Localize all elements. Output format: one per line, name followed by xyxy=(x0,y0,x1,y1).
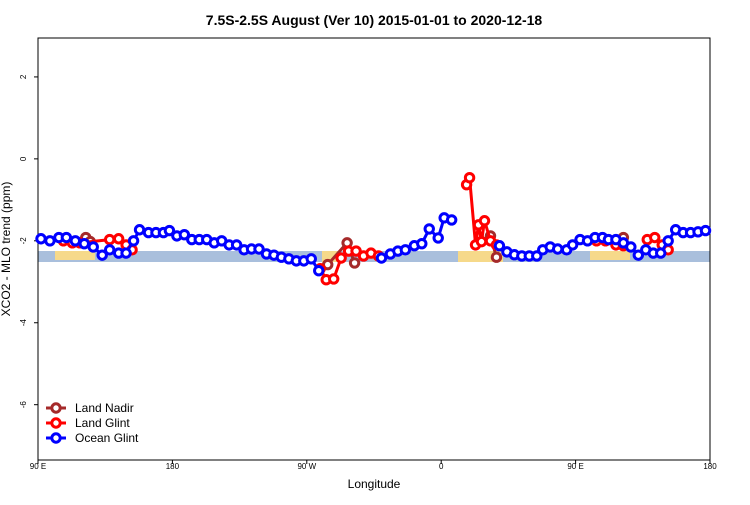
legend-label: Land Nadir xyxy=(75,401,134,415)
point xyxy=(625,241,637,253)
legend-label: Ocean Glint xyxy=(75,431,139,445)
legend-label: Land Glint xyxy=(75,416,130,430)
x-axis-label: Longitude xyxy=(348,477,401,491)
point xyxy=(478,215,491,227)
point xyxy=(551,243,564,255)
point xyxy=(103,233,116,246)
x-tick-label: 90 W xyxy=(297,462,316,471)
point xyxy=(399,244,412,256)
point xyxy=(44,235,56,247)
x-tick-label: 180 xyxy=(166,462,180,471)
point xyxy=(655,247,667,259)
point xyxy=(305,253,317,265)
point xyxy=(350,245,362,257)
point xyxy=(423,223,435,235)
point xyxy=(313,265,325,277)
x-tick-label: 0 xyxy=(439,462,444,471)
point xyxy=(103,244,116,256)
point xyxy=(120,247,132,259)
point xyxy=(432,232,444,244)
land-area xyxy=(322,251,340,262)
point xyxy=(632,249,645,261)
point xyxy=(112,233,125,245)
point xyxy=(445,214,458,226)
y-tick-label: -4 xyxy=(19,319,28,327)
legend-marker xyxy=(50,432,62,444)
point xyxy=(87,241,99,253)
land-area xyxy=(590,251,630,260)
point xyxy=(35,233,47,245)
point xyxy=(327,273,340,285)
y-tick-label: -6 xyxy=(19,401,28,409)
point xyxy=(493,240,506,252)
point xyxy=(78,237,90,250)
point xyxy=(96,249,108,261)
plot-frame xyxy=(37,37,711,461)
point xyxy=(490,251,503,263)
point xyxy=(253,243,265,255)
point xyxy=(69,235,82,247)
point xyxy=(133,224,146,236)
point xyxy=(375,252,388,264)
point xyxy=(475,235,488,248)
point xyxy=(178,228,191,241)
point xyxy=(662,235,674,247)
point xyxy=(463,172,476,184)
x-tick-label: 180 xyxy=(703,462,717,471)
point xyxy=(416,237,428,250)
point xyxy=(699,224,712,237)
y-tick-label: 0 xyxy=(19,156,28,161)
point xyxy=(60,231,73,244)
y-tick-label: 2 xyxy=(19,74,28,79)
point xyxy=(335,252,347,264)
y-axis-label: XCO2 - MLO trend (ppm) xyxy=(0,182,13,317)
legend-marker xyxy=(50,417,62,429)
point xyxy=(566,239,579,251)
land-area xyxy=(458,251,503,262)
x-tick-label: 90 E xyxy=(30,462,46,471)
legend-marker xyxy=(50,402,62,414)
point xyxy=(649,231,661,244)
point xyxy=(163,224,176,237)
x-tick-label: 90 E xyxy=(567,462,583,471)
chart-title: 7.5S-2.5S August (Ver 10) 2015-01-01 to … xyxy=(206,12,543,28)
y-tick-label: -2 xyxy=(19,237,28,245)
point xyxy=(127,235,140,247)
point xyxy=(348,257,361,269)
land-area xyxy=(55,251,95,260)
point xyxy=(230,239,243,251)
